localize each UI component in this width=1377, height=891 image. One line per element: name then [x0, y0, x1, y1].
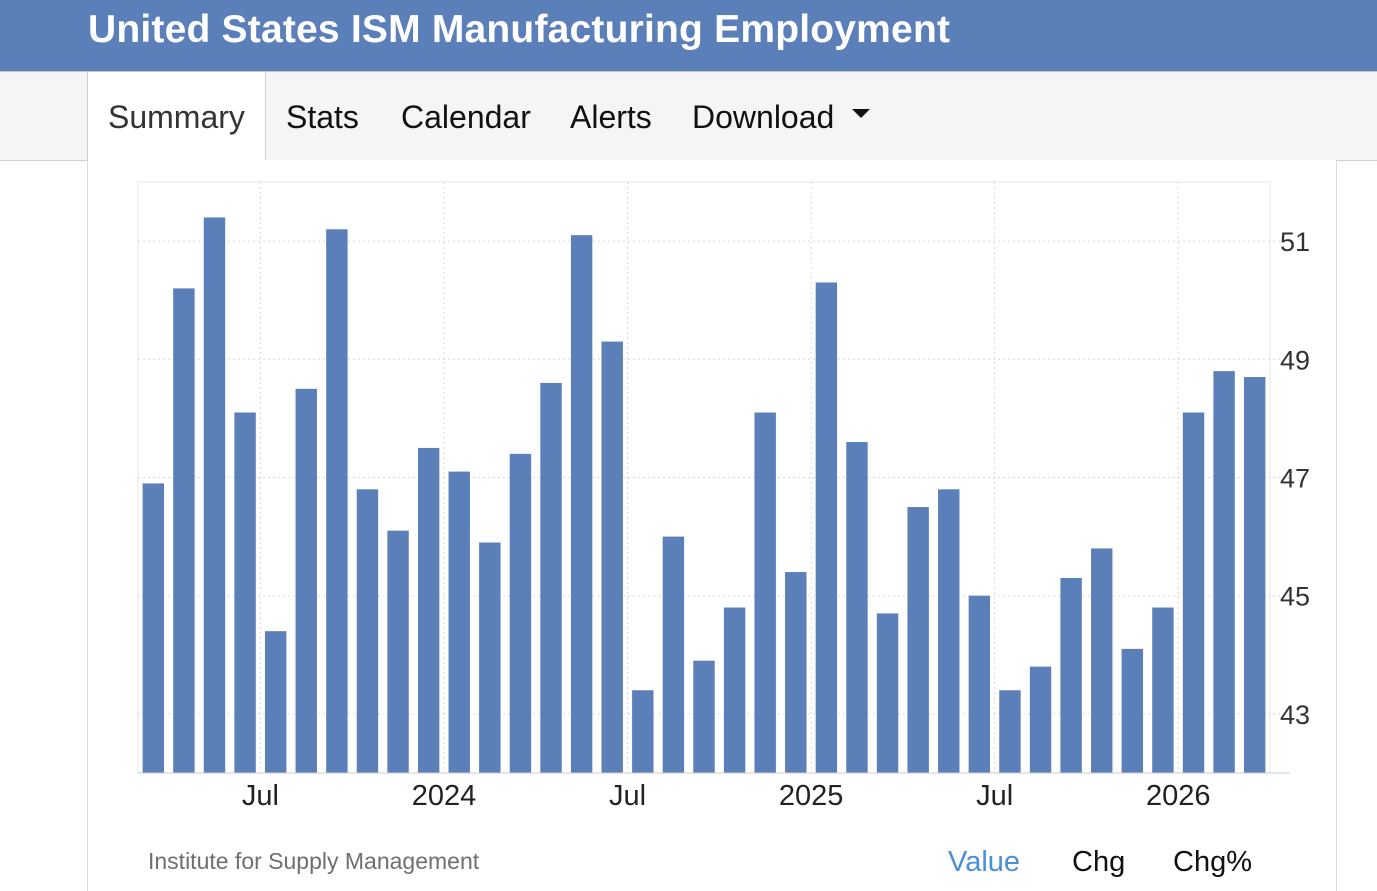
bar[interactable]: [295, 388, 317, 773]
tab-stats[interactable]: Stats: [266, 72, 379, 160]
bar[interactable]: [723, 607, 746, 773]
x-tick-label: Jul: [242, 780, 279, 812]
x-tick-label: Jul: [609, 780, 646, 812]
x-tick-label: 2025: [779, 780, 844, 812]
page-title: United States ISM Manufacturing Employme…: [88, 8, 951, 51]
bar[interactable]: [1243, 377, 1266, 773]
bar[interactable]: [999, 690, 1021, 773]
bar[interactable]: [387, 530, 409, 773]
tab-calendar[interactable]: Calendar: [381, 72, 551, 160]
y-tick-label: 45: [1280, 582, 1310, 612]
bar[interactable]: [1213, 371, 1235, 773]
bar[interactable]: [938, 489, 960, 773]
bar[interactable]: [968, 595, 991, 773]
bar[interactable]: [907, 507, 929, 773]
bar[interactable]: [1091, 548, 1113, 773]
chart-bars: [142, 217, 1266, 773]
bar[interactable]: [1060, 577, 1082, 773]
tab-summary[interactable]: Summary: [87, 72, 266, 162]
tab-download-label: Download: [692, 99, 835, 135]
bar[interactable]: [1029, 666, 1052, 773]
bar[interactable]: [356, 489, 379, 773]
bar[interactable]: [540, 382, 562, 773]
bar[interactable]: [662, 536, 685, 773]
chart-axes: 43 45 47 49 51 Jul 2024 Jul 2025 Jul 2026: [138, 227, 1310, 812]
tab-alerts-label: Alerts: [570, 99, 652, 135]
bar[interactable]: [785, 572, 807, 773]
value-tab[interactable]: Value: [948, 846, 1021, 878]
tab-bar: Summary Stats Calendar Alerts Download: [0, 72, 1377, 162]
title-bar: United States ISM Manufacturing Employme…: [0, 0, 1377, 72]
bar[interactable]: [509, 453, 532, 773]
bar[interactable]: [632, 690, 654, 773]
y-tick-label: 47: [1280, 464, 1310, 494]
bar[interactable]: [479, 542, 501, 773]
bar[interactable]: [693, 660, 715, 773]
tab-stats-label: Stats: [286, 99, 359, 135]
tab-download[interactable]: Download: [672, 72, 890, 160]
x-tick-label: 2026: [1146, 780, 1211, 812]
bar[interactable]: [1121, 648, 1144, 773]
bar[interactable]: [326, 229, 348, 773]
bar[interactable]: [754, 412, 776, 773]
chg-percent-tab[interactable]: Chg%: [1173, 846, 1252, 878]
bar[interactable]: [1182, 412, 1205, 773]
bar[interactable]: [846, 442, 868, 773]
bar[interactable]: [142, 483, 165, 773]
y-tick-label: 43: [1280, 700, 1310, 730]
bar[interactable]: [203, 217, 226, 773]
bar[interactable]: [1152, 607, 1174, 773]
bar[interactable]: [234, 412, 256, 773]
tab-alerts[interactable]: Alerts: [550, 72, 672, 160]
bar[interactable]: [173, 288, 195, 773]
y-tick-label: 49: [1280, 345, 1310, 375]
tab-summary-label: Summary: [108, 99, 245, 135]
data-source: Institute for Supply Management: [148, 848, 480, 874]
bar[interactable]: [264, 631, 287, 773]
chg-tab[interactable]: Chg: [1072, 846, 1126, 878]
bar[interactable]: [570, 235, 593, 773]
bar[interactable]: [448, 471, 470, 773]
x-tick-label: Jul: [976, 780, 1013, 812]
bar[interactable]: [417, 447, 440, 773]
bar[interactable]: [601, 341, 623, 773]
caret-down-icon: [852, 109, 871, 119]
x-tick-label: 2024: [412, 780, 477, 812]
tab-calendar-label: Calendar: [401, 99, 531, 135]
bar[interactable]: [815, 282, 838, 773]
bar[interactable]: [876, 613, 899, 773]
y-tick-label: 51: [1280, 227, 1310, 257]
